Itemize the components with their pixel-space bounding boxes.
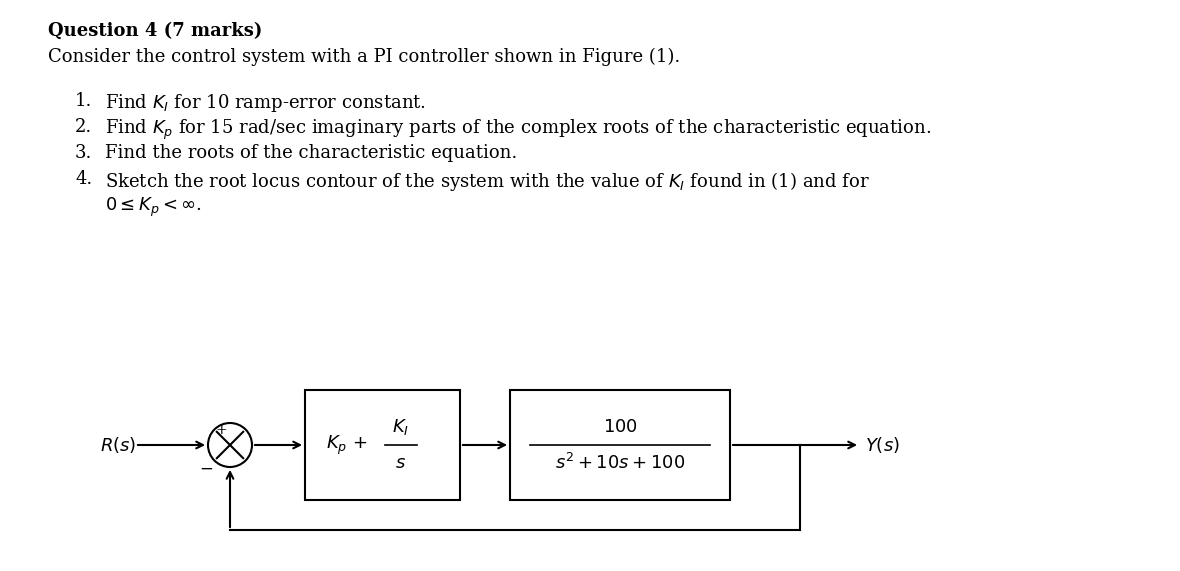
Text: Consider the control system with a PI controller shown in Figure (1).: Consider the control system with a PI co… bbox=[48, 48, 680, 66]
Text: $100$: $100$ bbox=[603, 418, 637, 436]
Text: 2.: 2. bbox=[76, 118, 92, 136]
Text: Sketch the root locus contour of the system with the value of $K_I$ found in (1): Sketch the root locus contour of the sys… bbox=[105, 170, 870, 193]
Text: Question 4 (7 marks): Question 4 (7 marks) bbox=[48, 22, 262, 40]
Text: 4.: 4. bbox=[76, 170, 92, 188]
Text: +: + bbox=[216, 423, 227, 437]
Text: $K_I$: $K_I$ bbox=[392, 417, 409, 437]
Bar bbox=[304, 390, 460, 500]
Bar bbox=[510, 390, 730, 500]
Text: −: − bbox=[199, 461, 212, 478]
Text: Find $K_p$ for 15 rad/sec imaginary parts of the complex roots of the characteri: Find $K_p$ for 15 rad/sec imaginary part… bbox=[105, 118, 931, 142]
Text: 3.: 3. bbox=[76, 144, 92, 162]
Text: $s^2 + 10s + 100$: $s^2 + 10s + 100$ bbox=[555, 453, 686, 473]
Text: $Y(s)$: $Y(s)$ bbox=[865, 435, 900, 455]
Text: $0 \leq K_p < \infty$.: $0 \leq K_p < \infty$. bbox=[105, 196, 202, 219]
Text: 1.: 1. bbox=[76, 92, 92, 110]
Text: Find the roots of the characteristic equation.: Find the roots of the characteristic equ… bbox=[105, 144, 517, 162]
Text: Find $K_I$ for 10 ramp-error constant.: Find $K_I$ for 10 ramp-error constant. bbox=[105, 92, 426, 114]
Text: $s$: $s$ bbox=[395, 454, 406, 472]
Text: $K_p\,+$: $K_p\,+$ bbox=[326, 433, 367, 457]
Text: $R(s)$: $R(s)$ bbox=[100, 435, 137, 455]
